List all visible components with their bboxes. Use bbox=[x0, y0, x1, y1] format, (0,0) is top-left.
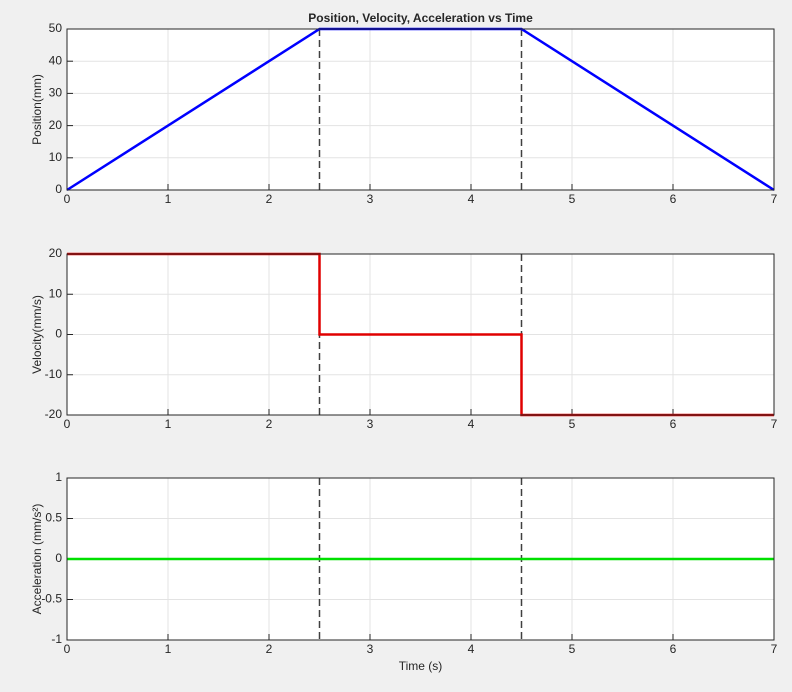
x-tick-label: 0 bbox=[64, 642, 71, 656]
x-tick-label: 4 bbox=[468, 192, 475, 206]
x-tick-label: 7 bbox=[771, 417, 778, 431]
axes-box bbox=[66, 253, 775, 416]
x-tick-label: 6 bbox=[670, 417, 677, 431]
x-tick-label: 2 bbox=[266, 417, 273, 431]
y-tick-label: 10 bbox=[49, 286, 63, 300]
y-tick-label: 50 bbox=[49, 21, 63, 35]
y-tick-label: 30 bbox=[49, 86, 63, 100]
x-tick-label: 1 bbox=[165, 417, 172, 431]
y-tick-label: 20 bbox=[49, 246, 63, 260]
chart-title: Position, Velocity, Acceleration vs Time bbox=[308, 11, 533, 25]
x-tick-label: 7 bbox=[771, 642, 778, 656]
y-tick-label: -1 bbox=[51, 632, 62, 646]
x-tick-label: 3 bbox=[367, 417, 374, 431]
y-tick-label: 0 bbox=[55, 327, 62, 341]
y-axis-label: Acceleration (mm/s²) bbox=[30, 504, 44, 615]
y-tick-label: 10 bbox=[49, 150, 63, 164]
x-tick-label: 4 bbox=[468, 417, 475, 431]
x-tick-label: 1 bbox=[165, 192, 172, 206]
x-tick-label: 5 bbox=[569, 192, 576, 206]
x-tick-label: 0 bbox=[64, 192, 71, 206]
x-tick-label: 3 bbox=[367, 192, 374, 206]
axes-box bbox=[66, 477, 775, 641]
x-tick-label: 5 bbox=[569, 642, 576, 656]
y-tick-label: 1 bbox=[55, 470, 62, 484]
y-tick-label: -20 bbox=[45, 407, 63, 421]
x-tick-label: 3 bbox=[367, 642, 374, 656]
x-tick-label: 7 bbox=[771, 192, 778, 206]
y-tick-label: -0.5 bbox=[41, 592, 62, 606]
y-axis-label: Velocity(mm/s) bbox=[30, 295, 44, 374]
x-tick-label: 2 bbox=[266, 642, 273, 656]
y-tick-label: 0 bbox=[55, 551, 62, 565]
x-tick-label: 1 bbox=[165, 642, 172, 656]
y-tick-label: 0.5 bbox=[45, 511, 62, 525]
y-tick-label: 20 bbox=[49, 118, 63, 132]
y-tick-label: 0 bbox=[55, 182, 62, 196]
x-tick-label: 6 bbox=[670, 192, 677, 206]
x-axis-label: Time (s) bbox=[399, 659, 443, 673]
y-tick-label: -10 bbox=[45, 367, 63, 381]
y-tick-label: 40 bbox=[49, 53, 63, 67]
x-tick-label: 0 bbox=[64, 417, 71, 431]
axes-box bbox=[66, 28, 775, 191]
plot-area bbox=[67, 29, 774, 190]
x-tick-label: 4 bbox=[468, 642, 475, 656]
x-tick-label: 6 bbox=[670, 642, 677, 656]
y-axis-label: Position(mm) bbox=[30, 74, 44, 145]
x-tick-label: 2 bbox=[266, 192, 273, 206]
x-tick-label: 5 bbox=[569, 417, 576, 431]
